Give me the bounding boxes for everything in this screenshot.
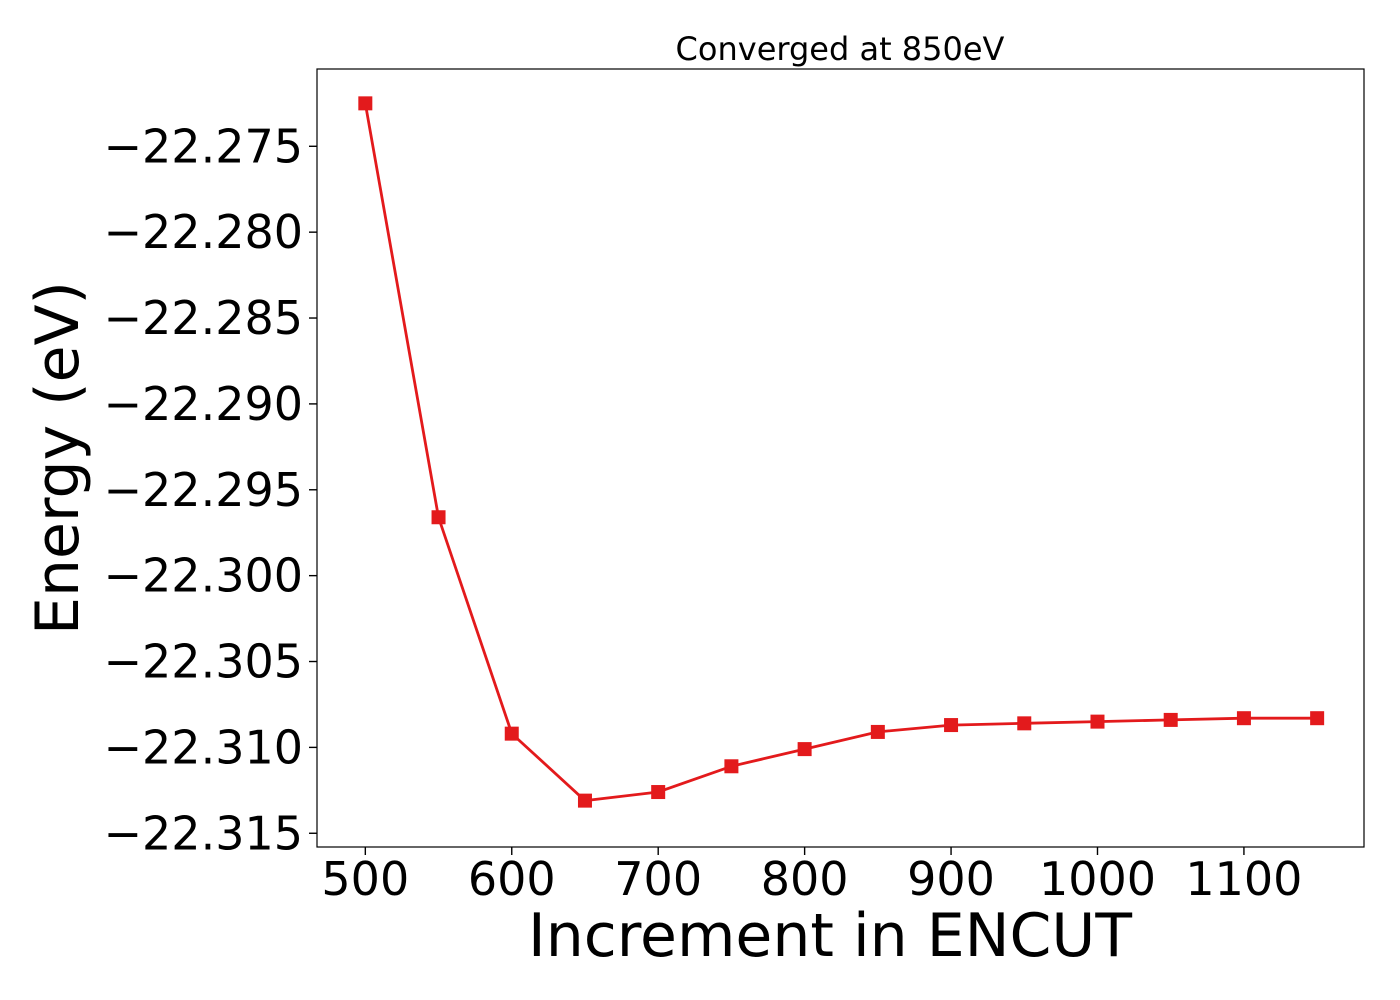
x-tick-label: 1100: [1185, 852, 1302, 906]
data-point-marker: [504, 726, 519, 741]
x-tick-label: 800: [761, 852, 849, 906]
data-point-marker: [577, 793, 592, 808]
data-point-marker: [944, 718, 959, 733]
data-point-marker: [797, 742, 812, 757]
x-tick-label: 600: [468, 852, 556, 906]
y-tick-label: −22.305: [104, 635, 304, 689]
y-tick-label: −22.285: [104, 291, 304, 345]
data-point-marker: [431, 510, 446, 525]
plot-frame: [316, 68, 1365, 848]
data-point-marker: [1163, 712, 1178, 727]
y-tick-label: −22.295: [104, 463, 304, 517]
data-point-marker: [724, 759, 739, 774]
series-line: [363, 103, 1318, 803]
data-point-marker: [358, 96, 373, 111]
series-layer: [358, 96, 1325, 808]
y-tick-label: −22.280: [104, 205, 304, 259]
chart-title: Converged at 850eV: [676, 30, 1005, 68]
data-point-marker: [1310, 711, 1325, 726]
x-axis-label: Increment in ENCUT: [528, 901, 1132, 971]
data-point-marker: [1236, 711, 1251, 726]
x-tick-label: 1000: [1039, 852, 1156, 906]
y-axis: −22.315 −22.310 −22.305 −22.300 −22.295 −22.2…: [104, 119, 317, 860]
y-tick-label: −22.310: [104, 720, 304, 774]
data-point-marker: [870, 724, 885, 739]
x-axis: 500 600 700 800 900 1000 1100: [321, 847, 1302, 906]
data-point-marker: [1090, 714, 1105, 729]
data-point-marker: [1017, 716, 1032, 731]
data-point-marker: [651, 785, 666, 800]
y-tick-label: −22.315: [104, 806, 304, 860]
y-axis-label: Energy (eV): [23, 281, 93, 635]
x-tick-label: 500: [321, 852, 409, 906]
y-tick-label: −22.275: [104, 119, 304, 173]
y-tick-label: −22.300: [104, 549, 304, 603]
x-tick-label: 700: [614, 852, 702, 906]
x-tick-label: 900: [907, 852, 995, 906]
y-tick-label: −22.290: [104, 377, 304, 431]
